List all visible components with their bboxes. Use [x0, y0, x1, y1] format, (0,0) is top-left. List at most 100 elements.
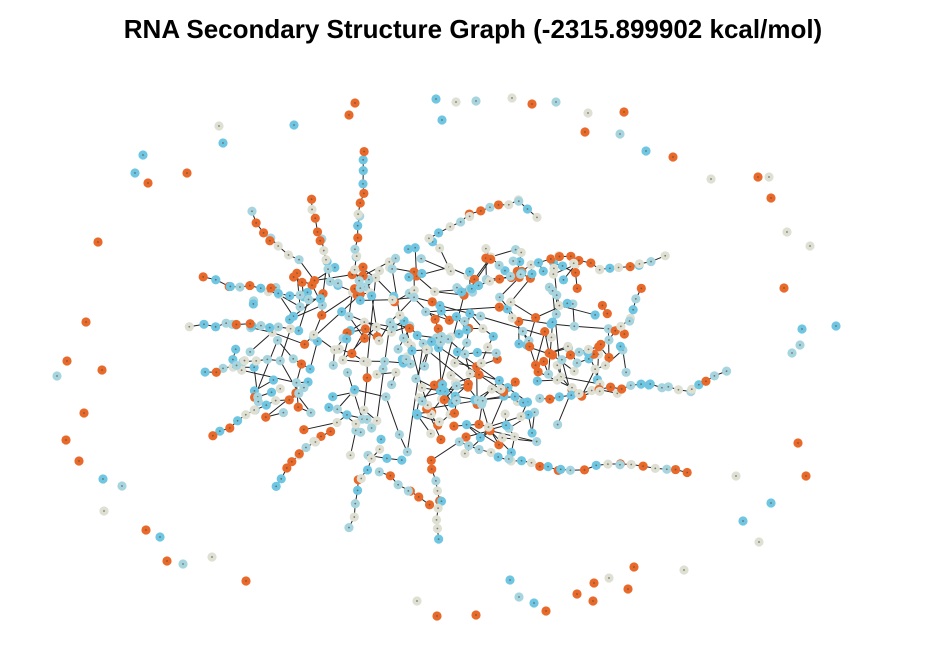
graph-node [459, 316, 470, 326]
graph-node [412, 596, 422, 606]
graph-node [325, 276, 335, 287]
graph-node [510, 432, 520, 442]
graph-node [98, 474, 108, 484]
graph-node [231, 360, 242, 371]
graph-node [421, 307, 431, 317]
graph-node [628, 305, 638, 315]
graph-node [465, 369, 475, 379]
graph-node [604, 335, 614, 345]
graph-node [312, 227, 323, 237]
graph-node [615, 460, 625, 470]
graph-node [662, 464, 672, 474]
graph-node [178, 559, 188, 569]
graph-node [474, 370, 484, 380]
graph-node [623, 584, 633, 594]
graph-node [349, 512, 359, 522]
graph-node [595, 265, 605, 275]
graph-node [218, 138, 228, 148]
graph-node [527, 99, 537, 109]
graph-node [437, 380, 448, 390]
graph-node [391, 367, 401, 377]
graph-node [268, 375, 279, 385]
graph-node [432, 611, 442, 621]
graph-node [494, 260, 504, 270]
graph-node [543, 369, 554, 379]
graph-node [764, 172, 774, 182]
graph-node [795, 340, 805, 350]
graph-node [215, 426, 225, 436]
graph-node [467, 284, 477, 294]
graph-node [333, 278, 343, 288]
graph-node [556, 464, 566, 474]
graph-node [245, 347, 255, 357]
graph-node [549, 263, 559, 273]
graph-node [473, 280, 484, 291]
graph-node [130, 168, 140, 178]
graph-node [566, 390, 576, 400]
graph-node [350, 499, 360, 509]
graph-node [200, 367, 210, 377]
graph-node [276, 474, 286, 484]
graph-node [557, 261, 568, 271]
graph-node [552, 375, 562, 385]
graph-node [117, 481, 127, 491]
graph-edge [303, 422, 338, 431]
graph-node [436, 496, 447, 506]
graph-node [275, 356, 285, 366]
graph-node [793, 438, 803, 448]
graph-node [391, 253, 401, 263]
graph-node [307, 194, 317, 204]
graph-node [310, 213, 320, 223]
graph-edge [426, 395, 504, 410]
graph-node [294, 255, 304, 265]
graph-node [319, 245, 329, 256]
graph-node [162, 556, 172, 566]
graph-node [241, 576, 251, 586]
graph-node [801, 471, 811, 481]
graph-node [387, 295, 398, 305]
graph-node [687, 384, 697, 394]
graph-node [307, 204, 317, 215]
graph-node [410, 243, 420, 253]
graph-node [354, 276, 364, 286]
graph-node [350, 244, 360, 254]
graph-node [766, 498, 776, 508]
graph-node [631, 294, 641, 304]
graph-node [360, 324, 370, 334]
graph-node [284, 314, 295, 325]
graph-node [465, 267, 475, 277]
graph-node [309, 275, 320, 286]
graph-edge [360, 299, 393, 301]
graph-node [366, 454, 377, 464]
graph-node [483, 422, 494, 432]
graph-node [266, 283, 276, 293]
graph-node [437, 115, 447, 125]
graph-node [624, 316, 635, 326]
graph-node [634, 259, 645, 269]
graph-node [362, 373, 372, 383]
graph-node [261, 400, 271, 410]
graph-node [344, 311, 354, 321]
graph-node [603, 459, 613, 469]
graph-node [328, 392, 338, 402]
graph-node [424, 233, 434, 244]
graph-node [431, 515, 442, 525]
graph-node [478, 396, 488, 406]
graph-node [543, 461, 553, 472]
graph-node [541, 606, 551, 616]
graph-node [265, 323, 275, 333]
graph-node [558, 275, 569, 285]
graph-node [431, 476, 441, 486]
graph-node [516, 247, 526, 258]
graph-edge [363, 377, 368, 411]
graph-node [670, 464, 681, 475]
graph-node [355, 198, 365, 208]
graph-node [342, 410, 352, 420]
graph-node [587, 385, 597, 396]
graph-node [403, 486, 413, 496]
graph-node [456, 217, 466, 227]
graph-node [300, 339, 310, 349]
graph-node [526, 260, 536, 270]
graph-node [452, 347, 463, 357]
graph-node [262, 354, 272, 365]
